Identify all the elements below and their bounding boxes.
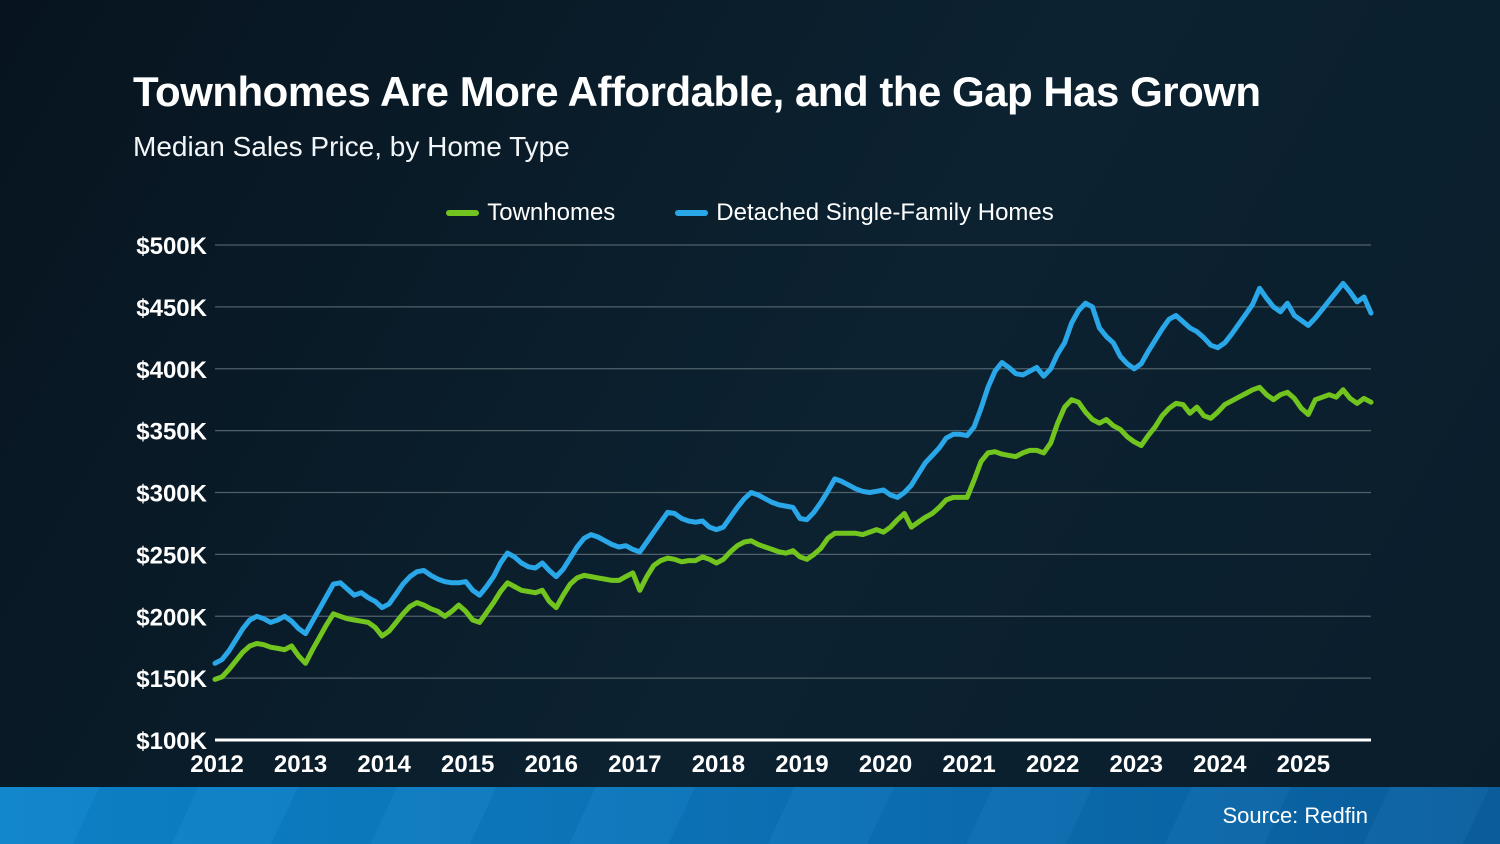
- y-axis-tick-label: $350K: [136, 419, 207, 446]
- chart-svg: $500K $450K $400K $350K $300K $250K $200K $150K…: [136, 233, 1374, 778]
- townhomes-line-swatch-icon: [446, 210, 480, 216]
- line-chart: $500K $450K $400K $350K $300K $250K $200K $150K…: [136, 233, 1374, 778]
- x-axis-tick-label: 2019: [775, 751, 828, 778]
- y-axis-tick-label: $250K: [136, 542, 207, 569]
- y-axis-tick-label: $500K: [136, 233, 207, 260]
- y-axis-tick-label: $150K: [136, 666, 207, 693]
- y-axis-tick-label: $450K: [136, 295, 207, 322]
- chart-legend: Townhomes Detached Single-Family Homes: [0, 199, 1500, 227]
- x-axis-tick-label: 2021: [942, 751, 995, 778]
- x-axis-tick-label: 2017: [608, 751, 661, 778]
- detached-line-swatch-icon: [675, 210, 709, 216]
- x-axis-tick-label: 2020: [859, 751, 912, 778]
- y-axis-tick-label: $400K: [136, 357, 207, 384]
- x-axis-tick-label: 2012: [190, 751, 243, 778]
- legend-label-townhomes: Townhomes: [487, 199, 616, 226]
- y-axis-tick-label: $100K: [136, 728, 207, 755]
- legend-item-detached: Detached Single-Family Homes: [675, 199, 1054, 227]
- legend-item-townhomes: Townhomes: [446, 199, 615, 227]
- legend-label-detached: Detached Single-Family Homes: [716, 199, 1054, 226]
- y-axis-tick-label: $200K: [136, 604, 207, 631]
- page-title: Townhomes Are More Affordable, and the G…: [133, 68, 1261, 115]
- y-axis-tick-label: $300K: [136, 481, 207, 508]
- x-axis-tick-label: 2024: [1193, 751, 1247, 778]
- x-axis-tick-label: 2015: [441, 751, 494, 778]
- x-axis-tick-label: 2016: [525, 751, 578, 778]
- series-line-townhomes: [212, 384, 1374, 682]
- x-axis-tick-label: 2014: [357, 751, 411, 778]
- x-axis-tick-label: 2023: [1110, 751, 1163, 778]
- series-line-detached-single-family-homes: [212, 280, 1374, 666]
- footer-bar: Source: Redfin: [0, 787, 1500, 844]
- x-axis-tick-label: 2025: [1277, 751, 1330, 778]
- source-label: Source: Redfin: [1222, 802, 1368, 828]
- page-subtitle: Median Sales Price, by Home Type: [133, 131, 570, 162]
- x-axis-tick-label: 2022: [1026, 751, 1079, 778]
- x-axis-tick-label: 2013: [274, 751, 327, 778]
- x-axis-tick-label: 2018: [692, 751, 745, 778]
